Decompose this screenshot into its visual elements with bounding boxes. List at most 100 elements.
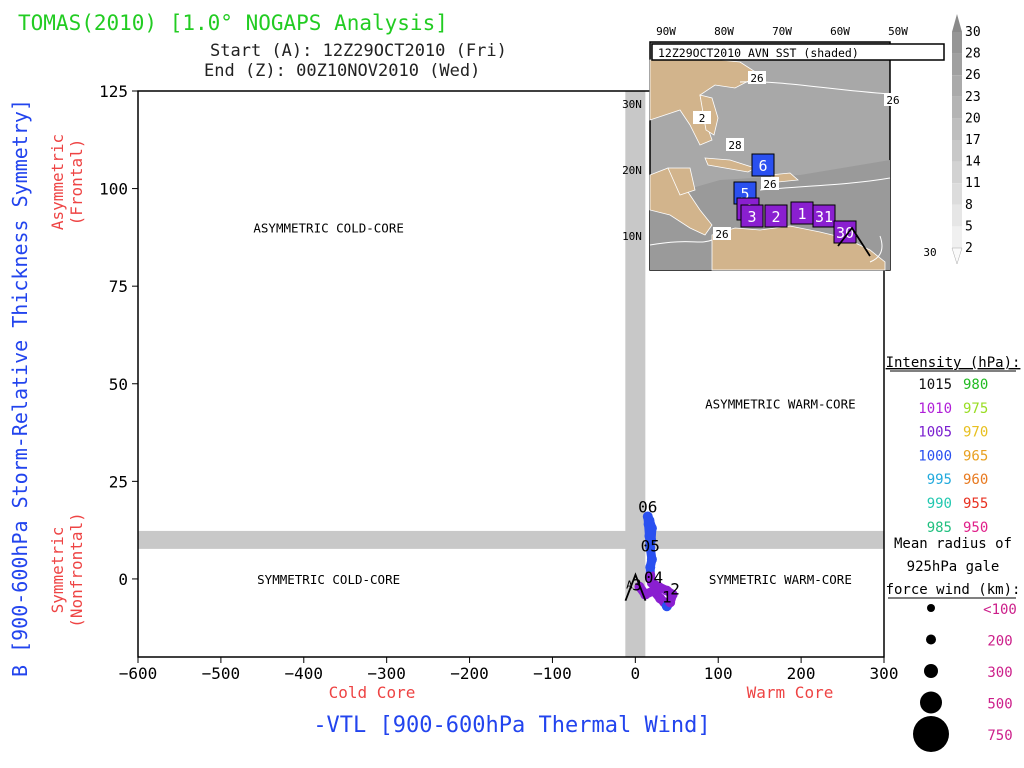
colorbar-top-arrow — [952, 14, 962, 32]
legend-pressure-right: 960 — [963, 472, 988, 488]
x-tick-label: −100 — [533, 664, 572, 683]
colorbar-cell — [952, 53, 962, 76]
inset-sst-label: 26 — [750, 72, 763, 85]
radius-label: <100 — [983, 602, 1017, 618]
legend-pressure-right: 980 — [963, 377, 988, 393]
track-day-label: 2 — [670, 580, 680, 599]
symmetry-threshold-band — [138, 530, 884, 549]
x-tick-label: 200 — [787, 664, 816, 683]
legend-pressure-right: 950 — [963, 520, 988, 536]
inset-lon-label: 50W — [888, 25, 908, 38]
colorbar-cell — [952, 118, 962, 140]
radius-rows: <100 200 300 500 750 — [913, 602, 1017, 752]
start-time: Start (A): 12Z29OCT2010 (Fri) — [210, 41, 507, 61]
legend-pressure-left: 1000 — [918, 448, 952, 464]
colorbar-bottom-arrow — [951, 247, 963, 265]
radius-label: 200 — [987, 634, 1012, 650]
chart-title: TOMAS(2010) [1.0° NOGAPS Analysis] — [18, 11, 448, 35]
colorbar-cell — [952, 140, 962, 162]
y-axis-ticks: 0 25 50 75 100 125 — [99, 82, 138, 589]
colorbar-label: 28 — [965, 47, 981, 62]
inset-sst-label-bg — [761, 177, 779, 190]
y-axis-label: B [900-600hPa Storm-Relative Thickness S… — [8, 99, 32, 677]
colorbar-label: 8 — [965, 198, 973, 213]
inset-sst-label-bg — [713, 227, 731, 240]
inset-longitude-labels: 90W 80W 70W 60W 50W — [656, 25, 908, 38]
x-tick-label: −200 — [450, 664, 489, 683]
legend-pressure-right: 965 — [963, 448, 988, 464]
colorbar-label: 23 — [965, 90, 981, 105]
radius-title-3: force wind (km): — [886, 582, 1021, 598]
inset-lon-label: 80W — [714, 25, 734, 38]
y-region-bottom-1: Symmetric — [48, 527, 67, 614]
x-tick-label: −400 — [285, 664, 324, 683]
x-tick-label: −500 — [202, 664, 241, 683]
track-day-label: 06 — [638, 498, 657, 517]
colorbar-cell — [952, 32, 962, 54]
inset-day-box — [833, 220, 857, 244]
y-tick-label: 125 — [99, 82, 128, 101]
y-tick-label: 25 — [109, 472, 128, 491]
inset-day-label: 30 — [836, 224, 854, 242]
colorbar-label: 14 — [965, 155, 981, 170]
x-region-cold: Cold Core — [329, 683, 416, 702]
colorbar-cell — [952, 75, 962, 97]
colorbar-cell — [952, 161, 962, 184]
quadrant-label: SYMMETRIC WARM-CORE — [709, 572, 852, 587]
x-tick-label: 0 — [631, 664, 641, 683]
inset-land-yucatan — [667, 167, 696, 196]
legend-pressure-left: 985 — [927, 520, 952, 536]
track-point — [646, 554, 657, 565]
inset-day-box — [812, 204, 836, 228]
legend-pressure-right: 970 — [963, 425, 988, 441]
radius-dot — [926, 634, 936, 645]
track-start-marker — [624, 572, 647, 602]
quadrant-labels: ASYMMETRIC COLD-CORE ASYMMETRIC WARM-CORE… — [253, 221, 855, 587]
radius-dot — [920, 691, 942, 714]
radius-dot — [913, 716, 949, 752]
track-point — [646, 534, 657, 545]
legend-pressure-left: 1005 — [918, 425, 952, 441]
inset-sst-label: 26 — [715, 228, 728, 241]
inset-day-label: 31 — [815, 208, 833, 226]
quadrant-label: ASYMMETRIC WARM-CORE — [705, 396, 856, 411]
y-region-bottom-2: (Nonfrontal) — [67, 512, 86, 628]
y-region-top-1: Asymmetric — [48, 134, 67, 230]
inset-day-box — [751, 153, 775, 177]
inset-sst-label: 30 — [923, 246, 936, 259]
colorbar-label: 5 — [965, 219, 973, 234]
colorbar-cell — [952, 226, 962, 248]
inset-end-marker — [837, 226, 871, 257]
quadrant-label: ASYMMETRIC COLD-CORE — [253, 221, 404, 236]
inset-sst-label: 26 — [763, 178, 776, 191]
inset-lon-label: 90W — [656, 25, 676, 38]
inset-sst-contour-3 — [649, 239, 713, 246]
quadrant-label: SYMMETRIC COLD-CORE — [257, 572, 400, 587]
zero-thermal-wind-band — [625, 91, 646, 657]
inset-day-label: 2 — [771, 208, 780, 226]
legend-rows: 1015 980 1010 975 1005 970 1000 965 995 960 990 955… — [918, 377, 988, 536]
colorbar-cell — [952, 204, 962, 227]
track-point — [644, 515, 655, 526]
legend-pressure-left: 1010 — [918, 401, 952, 417]
inset-day-boxes: 6543213130 — [733, 153, 857, 244]
legend-pressure-left: 1015 — [918, 377, 952, 393]
x-tick-label: −600 — [119, 664, 158, 683]
inset-lat-label: 20N — [622, 164, 642, 177]
y-region-top-2: (Frontal) — [67, 139, 86, 226]
x-tick-label: −300 — [367, 664, 406, 683]
inset-lat-label: 30N — [622, 98, 642, 111]
colorbar-label: 26 — [965, 68, 981, 83]
inset-title-box — [651, 43, 945, 61]
inset-sst-label-bg — [921, 245, 939, 258]
track-point — [645, 562, 656, 573]
inset-lon-label: 60W — [830, 25, 850, 38]
inset-day-label: 1 — [797, 205, 806, 223]
inset-sst-label: 28 — [728, 139, 741, 152]
inset-sst-contour-4 — [869, 235, 883, 263]
x-tick-label: 300 — [870, 664, 899, 683]
colorbar-label: 17 — [965, 133, 981, 148]
